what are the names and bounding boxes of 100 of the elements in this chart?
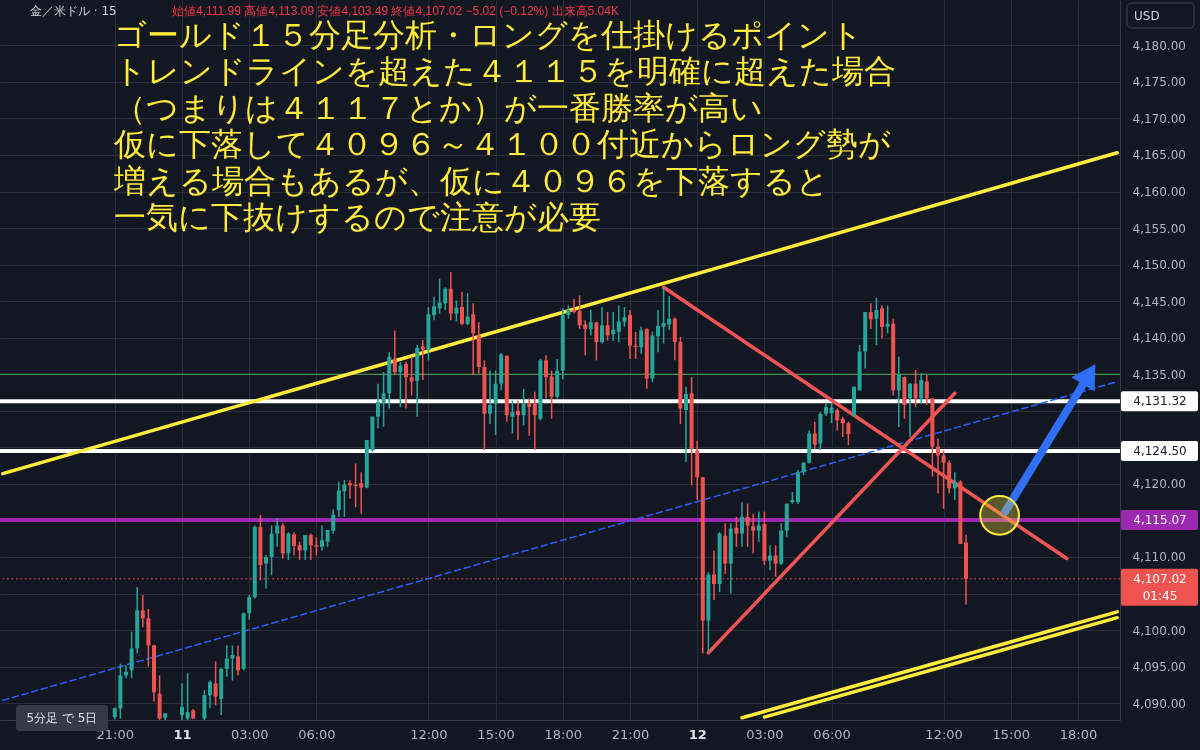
x-tick-label: 03:00 xyxy=(746,726,784,742)
x-tick-label: 21:00 xyxy=(611,726,650,742)
candlestick xyxy=(404,361,408,410)
candlestick xyxy=(740,501,744,548)
annotation: トレンドラインを超えた４１１５を明確に超えた場合 xyxy=(114,52,896,91)
candlestick xyxy=(622,306,627,328)
candlestick xyxy=(936,437,940,495)
candlestick xyxy=(544,354,548,400)
candlestick xyxy=(600,306,604,345)
candlestick xyxy=(264,554,268,590)
x-tick-label: 03:00 xyxy=(230,726,269,742)
candlestick xyxy=(465,292,470,327)
candlestick xyxy=(605,311,610,342)
y-tick-label: 4,170.00 xyxy=(1132,111,1186,126)
candlestick xyxy=(275,517,280,548)
x-tick-label: 18:00 xyxy=(544,726,583,742)
candlestick xyxy=(919,372,924,405)
ref-line-label: 4,115.07 xyxy=(1133,512,1187,527)
candlestick xyxy=(908,382,912,438)
candlestick xyxy=(896,355,901,428)
x-tick-label: 18:00 xyxy=(1059,726,1098,742)
y-tick-label: 4,165.00 xyxy=(1132,148,1186,163)
y-tick-label: 4,090.00 xyxy=(1132,696,1186,711)
candlestick xyxy=(880,304,884,340)
chart-title: 金／米ドル · 15 xyxy=(30,4,117,18)
y-tick-label: 4,110.00 xyxy=(1132,550,1186,565)
candlestick xyxy=(874,296,879,346)
candlestick xyxy=(812,421,817,450)
annotation: 仮に下落して４０９６～４１００付近からロング勢が xyxy=(113,125,891,164)
candlestick xyxy=(308,532,313,561)
candlestick xyxy=(588,309,593,337)
y-tick-label: 4,100.00 xyxy=(1132,623,1186,638)
y-tick-label: 4,120.00 xyxy=(1132,477,1186,492)
candlestick xyxy=(751,513,756,555)
candlestick xyxy=(392,329,397,376)
candlestick xyxy=(398,361,403,408)
candlestick xyxy=(376,383,380,430)
candlestick xyxy=(924,374,929,406)
ref-line-label: 4,131.32 xyxy=(1133,394,1187,409)
annotation: 一気に下抜けするので注意が必要 xyxy=(114,198,601,236)
candlestick xyxy=(292,531,296,557)
candlestick xyxy=(230,644,235,682)
candlestick xyxy=(286,531,291,561)
annotation: （つまりは４１１７とか）が一番勝率が高い xyxy=(114,88,763,127)
ref-line-label: 4,107.02 01:45 xyxy=(1133,571,1187,603)
candlestick xyxy=(303,534,308,561)
candlestick xyxy=(577,294,582,330)
candlestick xyxy=(129,630,134,680)
candlestick xyxy=(224,644,229,678)
x-tick-label: 06:00 xyxy=(298,726,336,742)
candlestick xyxy=(745,502,750,548)
candlestick xyxy=(952,471,957,501)
y-tick-label: 4,140.00 xyxy=(1132,331,1186,346)
candlestick xyxy=(616,304,621,343)
candlestick xyxy=(454,299,459,323)
candlestick xyxy=(656,309,660,354)
y-tick-label: 4,135.00 xyxy=(1132,367,1186,382)
candlestick xyxy=(320,524,324,552)
candlestick xyxy=(835,407,840,432)
candlestick xyxy=(549,369,554,420)
candlestick xyxy=(236,644,240,677)
candlestick xyxy=(443,286,448,311)
candlestick xyxy=(432,296,436,321)
y-tick-label: 4,155.00 xyxy=(1132,221,1186,236)
x-tick-label: 11 xyxy=(173,726,192,742)
candlestick xyxy=(846,421,851,446)
candlestick xyxy=(941,449,946,510)
y-tick-label: 4,145.00 xyxy=(1132,294,1186,309)
candlestick xyxy=(140,594,145,628)
candlestick xyxy=(381,371,386,428)
candlestick xyxy=(829,402,834,424)
candlestick xyxy=(532,391,537,452)
candlestick xyxy=(684,385,688,463)
candlestick xyxy=(314,536,319,557)
candlestick xyxy=(493,369,498,436)
annotation: 5分足 で 5日 xyxy=(26,711,98,725)
candlestick xyxy=(180,682,184,720)
candlestick xyxy=(868,302,873,330)
x-tick-label: 21:00 xyxy=(96,726,135,742)
x-tick-label: 15:00 xyxy=(477,726,515,742)
candlestick xyxy=(734,516,739,548)
candlestick xyxy=(185,672,190,720)
candlestick xyxy=(913,369,918,408)
candlestick xyxy=(527,397,532,437)
annotation: 増える場合もあるが、仮に４０９６を下落すると xyxy=(113,161,829,200)
candlestick xyxy=(208,679,212,710)
candlestick xyxy=(460,290,464,327)
chart-subtitle: 始値4,111.99 高値4,113.09 安値4,103.49 終値4,107.02 −5.02 (−0.12%) 出来高5.04K xyxy=(172,4,619,18)
candlestick xyxy=(756,510,761,543)
candlestick xyxy=(768,544,772,571)
y-tick-label: 4,180.00 xyxy=(1132,38,1186,53)
candlestick xyxy=(213,660,218,707)
candlestick xyxy=(639,325,644,355)
y-tick-label: 4,095.00 xyxy=(1132,660,1186,675)
y-tick-label: 4,175.00 xyxy=(1132,75,1186,90)
candlestick xyxy=(409,355,414,397)
y-tick-label: 4,150.00 xyxy=(1132,258,1186,273)
candlestick xyxy=(202,689,207,720)
x-tick-label: 12:00 xyxy=(410,726,448,742)
candlestick xyxy=(773,544,778,578)
